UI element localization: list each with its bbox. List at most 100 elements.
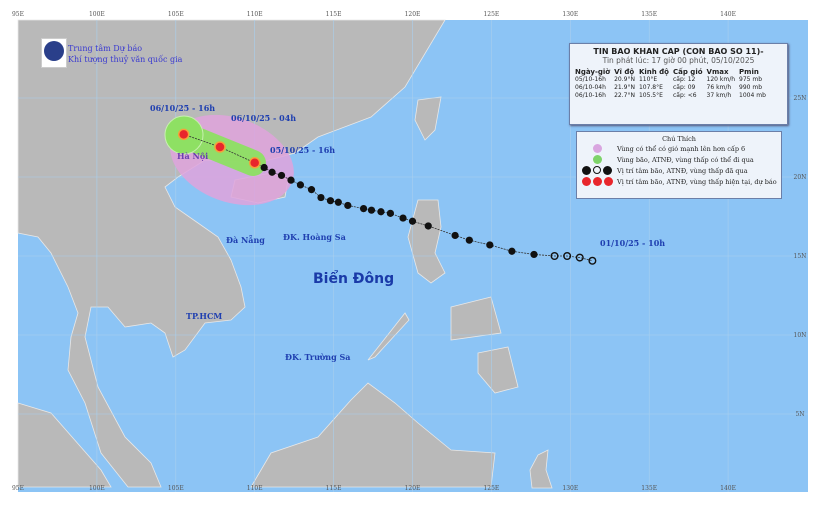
cell: cấp: 09 [673,84,696,91]
past-storm-position [344,201,352,210]
label-forecast-06-16h: 06/10/25 - 16h [150,103,216,113]
col-vmax: Vmax [706,68,729,76]
bulletin-table: Ngày-giờ Vĩ độ Kinh độ Cấp gió Vmax Pmin… [573,68,768,100]
cell: 05/10-16h [575,76,606,83]
cell: cấp: <6 [673,92,697,99]
storm-symbol-icon [582,166,591,175]
lon-tick-label: 115E [326,11,342,18]
lon-tick-label: 110E [247,485,263,492]
col-time: Ngày-giờ [575,68,611,76]
legend-title: Chú Thích [662,135,696,143]
past-storm-position [326,197,335,205]
lon-tick-label: 125E [483,485,499,492]
place-bien-dong: Biển Đông [313,271,395,287]
depression-symbol-red-icon [592,177,602,186]
cell: 120 km/h [706,76,736,83]
borneo [250,382,496,488]
cell: 1004 mb [739,92,766,99]
cell: 22.7°N [614,92,635,99]
legend-text: Vị trí tâm bão, ATNĐ, vùng thấp hiện tại… [617,177,777,186]
place-hanoi: Hà Nội [177,151,209,161]
past-depression-position [575,253,584,262]
lat-tick-label: 20N [794,174,807,181]
lon-tick-label: 95E [12,485,24,492]
cell: 105.5°E [638,92,663,99]
cell: 107.8°E [638,84,663,91]
past-storm-position [465,236,473,244]
forecast-position [214,141,226,153]
past-storm-position [377,208,385,216]
bulletin-title: TIN BAO KHAN CAP (CON BAO SO 11)- [593,47,764,56]
label-current-05-16h: 05/10/25 - 16h [270,145,336,155]
past-storm-position [386,209,395,217]
past-storm-position [277,171,286,180]
label-forecast-06-04h: 06/10/25 - 04h [231,113,297,123]
table-header: Ngày-giờ Vĩ độ Kinh độ Cấp gió Vmax Pmin [573,68,768,76]
lon-tick-label: 110E [247,11,263,18]
lon-tick-label: 140E [720,11,736,18]
lon-tick-label: 105E [168,11,184,18]
col-lon: Kinh độ [638,68,669,76]
current-position [248,157,261,169]
table-row: 06/10-04h 21.9°N 107.8°E cấp: 09 76 km/h 990 … [573,84,768,92]
lon-tick-label: 115E [326,485,342,492]
past-storm-position [486,241,494,249]
past-storm-position [287,176,295,184]
lon-tick-label: 140E [720,485,736,492]
storm-track [177,128,597,265]
past-storm-position [268,168,276,176]
past-storm-position [451,231,459,240]
table-row: 06/10-16h 22.7°N 105.5°E cấp: <6 37 km/h 1004… [573,92,768,100]
past-storm-position [334,198,342,206]
past-storm-position [307,186,316,194]
legend-item-past-position: Vị trí tâm bão, ATNĐ, vùng thấp đã qua [577,165,781,176]
legend-item-current-position: Vị trí tâm bão, ATNĐ, vùng thấp hiện tại… [577,176,781,187]
lon-tick-label: 100E [89,485,105,492]
cell: 06/10-16h [575,92,606,99]
legend-text: Vùng bão, ATNĐ, vùng thấp có thể đi qua [617,155,754,164]
cell: 37 km/h [706,92,732,99]
lon-tick-label: 135E [641,485,657,492]
legend-text: Vùng có thể có gió mạnh lên hơn cấp 6 [617,144,746,153]
map-legend: Chú Thích Vùng có thể có gió mạnh lên hơ… [576,131,782,199]
mindanao [477,346,519,394]
halmahera [529,449,553,489]
org-line-1: Trung tâm Dự báo [68,44,143,53]
place-hcm: TP.HCM [186,311,223,321]
sumatra [17,402,112,488]
cell: 21.9°N [614,84,635,91]
forecast-zones [164,114,294,206]
table-row: 05/10-16h 20.9°N 110°E cấp: 12 120 km/h 975 m… [573,76,768,84]
lon-tick-label: 100E [89,11,105,18]
lon-tick-label: 125E [483,11,499,18]
land [17,19,553,489]
col-lat: Vĩ độ [614,68,635,76]
past-depression-position [588,256,597,265]
legend-item-wind-zone: Vùng có thể có gió mạnh lên hơn cấp 6 [577,143,781,154]
low-symbol-red-icon [603,177,613,186]
organization-name: Trung tâm Dự báo Khí tượng thuỷ văn quốc… [68,43,182,65]
lat-tick-label: 10N [794,332,807,339]
storm-bulletin: TIN BAO KHAN CAP (CON BAO SO 11)- Tin ph… [569,43,788,125]
green-dot-icon [592,155,602,164]
axis-ticks: 95E 95E 100E 100E 105E 105E 110E 110E 115E 115E 12… [12,11,806,492]
col-wind-level: Cấp gió [673,68,703,76]
lon-tick-label: 120E [405,485,421,492]
lon-tick-label: 135E [641,11,657,18]
place-truongsa: ĐK. Trường Sa [285,352,351,362]
col-pmin: Pmin [739,68,759,76]
pink-dot-icon [592,144,602,153]
past-storm-position [359,205,368,213]
nchmf-logo [41,38,67,68]
bulletin-issued: Tin phát lúc: 17 giờ 00 phút, 05/10/2025 [602,56,755,65]
past-storm-position [260,163,268,172]
past-storm-position [296,181,305,189]
legend-text: Vị trí tâm bão, ATNĐ, vùng thấp đã qua [617,166,748,175]
cell: 76 km/h [706,84,732,91]
lon-tick-label: 130E [562,11,578,18]
lon-tick-label: 105E [168,485,184,492]
place-hoangsa: ĐK. Hoàng Sa [283,232,346,242]
taiwan [414,96,442,141]
past-storm-position [408,217,417,225]
lat-tick-label: 15N [794,253,807,260]
